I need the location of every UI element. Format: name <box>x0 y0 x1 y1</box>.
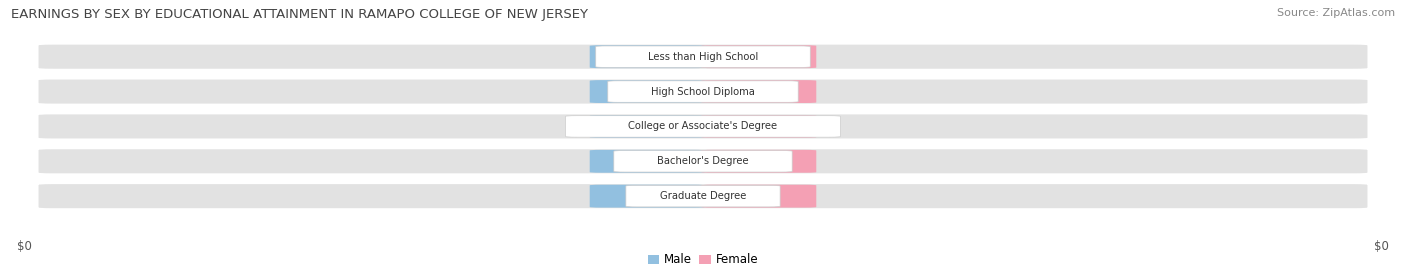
FancyBboxPatch shape <box>589 150 704 173</box>
FancyBboxPatch shape <box>589 185 704 208</box>
FancyBboxPatch shape <box>589 80 704 103</box>
FancyBboxPatch shape <box>702 185 817 208</box>
FancyBboxPatch shape <box>589 115 704 138</box>
FancyBboxPatch shape <box>37 78 1369 105</box>
FancyBboxPatch shape <box>37 113 1369 140</box>
FancyBboxPatch shape <box>37 148 1369 175</box>
Text: $0: $0 <box>752 122 765 131</box>
FancyBboxPatch shape <box>596 46 810 68</box>
Text: $0: $0 <box>641 52 654 61</box>
Text: $0: $0 <box>752 192 765 201</box>
Text: $0: $0 <box>752 87 765 96</box>
Text: $0: $0 <box>752 52 765 61</box>
Text: $0: $0 <box>17 240 32 253</box>
Text: High School Diploma: High School Diploma <box>651 87 755 97</box>
Text: $0: $0 <box>641 87 654 96</box>
FancyBboxPatch shape <box>702 150 817 173</box>
FancyBboxPatch shape <box>702 115 817 138</box>
FancyBboxPatch shape <box>565 116 841 137</box>
Text: Bachelor's Degree: Bachelor's Degree <box>657 156 749 166</box>
Text: EARNINGS BY SEX BY EDUCATIONAL ATTAINMENT IN RAMAPO COLLEGE OF NEW JERSEY: EARNINGS BY SEX BY EDUCATIONAL ATTAINMEN… <box>11 8 588 21</box>
FancyBboxPatch shape <box>626 185 780 207</box>
Text: $0: $0 <box>641 192 654 201</box>
Text: $0: $0 <box>641 157 654 166</box>
Text: $0: $0 <box>1374 240 1389 253</box>
Text: Graduate Degree: Graduate Degree <box>659 191 747 201</box>
Text: Source: ZipAtlas.com: Source: ZipAtlas.com <box>1277 8 1395 18</box>
FancyBboxPatch shape <box>37 43 1369 70</box>
Legend: Male, Female: Male, Female <box>643 249 763 269</box>
FancyBboxPatch shape <box>614 151 792 172</box>
FancyBboxPatch shape <box>702 45 817 68</box>
FancyBboxPatch shape <box>37 183 1369 210</box>
Text: $0: $0 <box>752 157 765 166</box>
FancyBboxPatch shape <box>607 81 799 102</box>
Text: Less than High School: Less than High School <box>648 52 758 62</box>
FancyBboxPatch shape <box>702 80 817 103</box>
Text: $0: $0 <box>641 122 654 131</box>
Text: College or Associate's Degree: College or Associate's Degree <box>628 121 778 132</box>
FancyBboxPatch shape <box>589 45 704 68</box>
